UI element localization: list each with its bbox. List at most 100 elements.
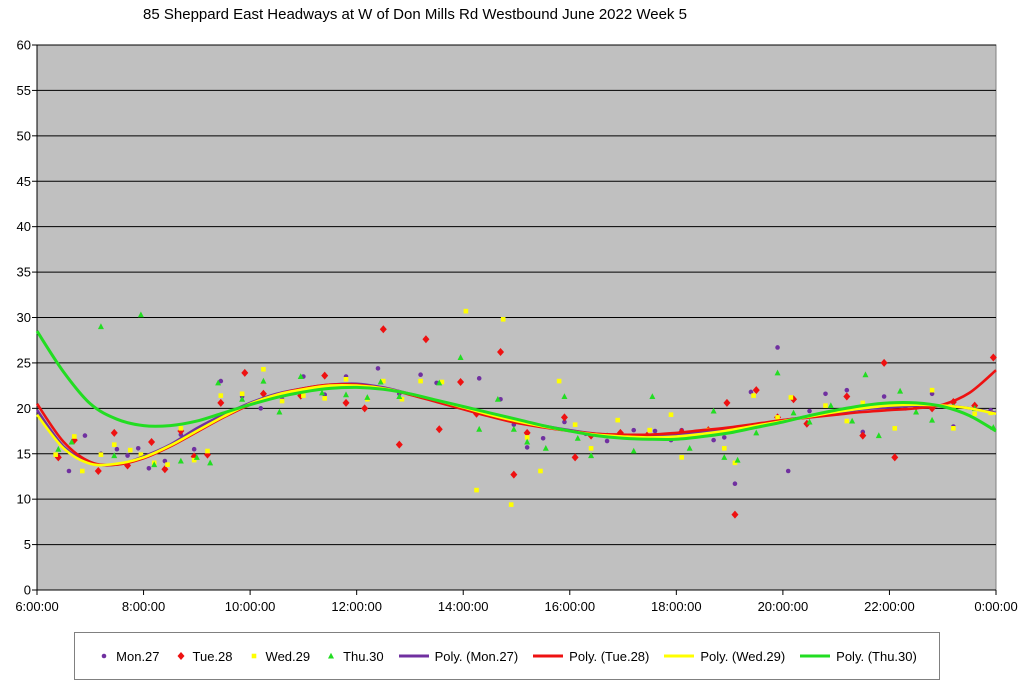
data-point-mon-27 (418, 372, 423, 378)
data-point-tue-28 (752, 386, 760, 395)
legend-swatch (398, 654, 429, 658)
legend-marker-icon (177, 652, 185, 660)
data-point-mon-27 (807, 408, 812, 414)
data-point-thu-30 (436, 379, 443, 386)
legend-label: Thu.30 (343, 648, 384, 664)
data-point-tue-28 (571, 453, 579, 462)
y-tick-label: 45 (17, 174, 31, 189)
legend: Mon.27 Tue.28 Wed.29 Thu.30 Poly. (Mon.27) Po… (74, 632, 940, 680)
data-point-wed-29 (381, 378, 386, 384)
data-point-thu-30 (343, 391, 350, 398)
data-point-thu-30 (774, 369, 781, 376)
data-point-wed-29 (823, 403, 828, 408)
data-point-thu-30 (827, 402, 834, 409)
data-point-tue-28 (395, 440, 403, 449)
legend-swatch (664, 654, 695, 658)
data-point-wed-29 (556, 378, 562, 384)
data-point-thu-30 (710, 407, 717, 414)
data-point-mon-27 (524, 445, 530, 450)
data-point-wed-29 (111, 442, 117, 447)
legend-marker-icon (251, 653, 256, 659)
y-tick-label: 50 (17, 128, 31, 143)
legend-item-poly-wed-29: Poly. (Wed.29) (663, 649, 785, 664)
data-point-wed-29 (322, 396, 327, 401)
data-point-thu-30 (588, 452, 595, 459)
y-tick-label: 55 (17, 83, 31, 98)
data-point-thu-30 (276, 408, 283, 415)
data-point-thu-30 (207, 459, 214, 466)
data-point-wed-29 (679, 455, 684, 460)
data-point-tue-28 (523, 428, 531, 437)
data-point-tue-28 (457, 377, 465, 386)
legend-label: Poly. (Thu.30) (836, 648, 917, 664)
data-point-wed-29 (191, 457, 197, 463)
trendline-poly-thu-30 (35, 330, 997, 441)
y-tick-label: 0 (24, 583, 31, 598)
x-tick-label: 18:00:00 (651, 599, 702, 614)
data-point-tue-28 (723, 398, 731, 407)
data-point-thu-30 (542, 445, 549, 451)
data-point-mon-27 (929, 391, 935, 397)
data-point-thu-30 (510, 425, 517, 432)
data-point-wed-29 (127, 447, 133, 453)
data-point-wed-29 (538, 468, 543, 474)
data-point-wed-29 (844, 418, 850, 424)
x-tick-label: 20:00:00 (758, 599, 809, 614)
data-point-mon-27 (540, 436, 546, 441)
data-point-thu-30 (193, 454, 200, 460)
data-point-tue-28 (148, 437, 156, 446)
data-point-thu-30 (319, 389, 326, 396)
chart-title: 85 Sheppard East Headways at W of Don Mi… (143, 6, 687, 23)
data-point-thu-30 (68, 438, 75, 445)
data-point-wed-29 (972, 411, 977, 417)
data-point-tue-28 (342, 398, 350, 407)
data-point-thu-30 (734, 456, 741, 463)
series-layer (35, 308, 997, 519)
data-point-tue-28 (259, 389, 267, 398)
data-point-mon-27 (114, 446, 120, 452)
data-point-wed-29 (53, 452, 58, 457)
data-point-mon-27 (748, 389, 754, 395)
data-point-thu-30 (177, 457, 184, 464)
data-point-wed-29 (79, 468, 85, 474)
data-point-thu-30 (239, 395, 246, 402)
data-point-mon-27 (218, 378, 224, 384)
legend-item-poly-mon-27: Poly. (Mon.27) (398, 649, 518, 664)
data-point-wed-29 (732, 460, 738, 466)
legend-swatch (251, 653, 256, 659)
data-point-mon-27 (652, 428, 658, 434)
legend-label: Tue.28 (192, 648, 233, 664)
data-point-thu-30 (806, 418, 813, 425)
data-point-wed-29 (261, 366, 266, 372)
data-point-thu-30 (574, 435, 581, 441)
gridlines (37, 44, 996, 546)
data-point-mon-27 (881, 394, 887, 399)
legend-item-thu-30: Thu.30 (324, 648, 384, 664)
legend-item-poly-tue-28: Poly. (Tue.28) (532, 649, 649, 664)
data-point-mon-27 (162, 458, 168, 464)
x-tick-label: 0:00:00 (974, 599, 1017, 614)
data-point-tue-28 (361, 404, 369, 413)
y-tick-label: 5 (24, 537, 31, 552)
data-point-wed-29 (788, 395, 794, 400)
data-point-thu-30 (55, 445, 62, 452)
legend-label: Poly. (Wed.29) (700, 648, 786, 664)
data-point-thu-30 (561, 393, 568, 400)
data-point-mon-27 (823, 391, 828, 397)
data-point-wed-29 (418, 378, 423, 384)
y-tick-label: 10 (17, 492, 31, 507)
legend-item-tue-28: Tue.28 (174, 649, 233, 664)
legend-item-wed-29: Wed.29 (247, 649, 310, 664)
data-point-wed-29 (439, 379, 445, 385)
data-point-tue-28 (94, 467, 102, 476)
data-point-wed-29 (647, 427, 652, 433)
data-point-wed-29 (239, 391, 245, 397)
data-point-thu-30 (897, 387, 904, 394)
data-point-wed-29 (721, 446, 727, 451)
x-tick-label: 22:00:00 (864, 599, 915, 614)
data-point-wed-29 (860, 400, 866, 406)
data-point-wed-29 (951, 426, 956, 431)
data-point-tue-28 (497, 348, 505, 357)
data-point-tue-28 (110, 428, 118, 437)
x-tick-label: 14:00:00 (438, 599, 489, 614)
